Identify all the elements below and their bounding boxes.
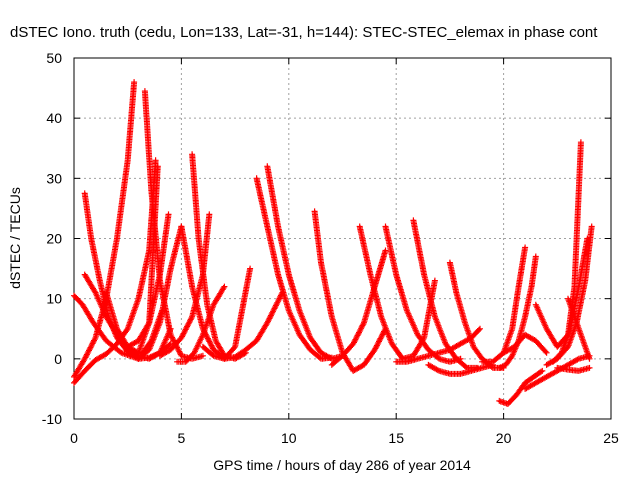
- data-point: [588, 223, 595, 230]
- data-series: [554, 364, 593, 374]
- data-series: [550, 235, 591, 365]
- data-point: [574, 356, 581, 363]
- data-series: [500, 331, 550, 356]
- data-point: [538, 368, 544, 375]
- data-point: [152, 157, 159, 164]
- data-point: [584, 235, 591, 242]
- x-tick-label: 5: [178, 430, 186, 446]
- data-point: [462, 363, 469, 370]
- y-tick-label: 50: [46, 50, 62, 66]
- y-tick-label: 10: [46, 291, 62, 307]
- data-point: [532, 253, 539, 260]
- data-series: [496, 253, 539, 371]
- data-markers: [71, 79, 595, 407]
- data-point: [165, 211, 172, 218]
- data-series: [393, 325, 483, 365]
- data-series: [199, 289, 286, 362]
- data-point: [477, 325, 483, 332]
- chart-title: dSTEC Iono. truth (cedu, Lon=133, Lat=-3…: [10, 24, 598, 41]
- data-point: [247, 265, 254, 272]
- data-series: [496, 367, 546, 407]
- data-series: [264, 163, 346, 362]
- data-point: [542, 348, 549, 355]
- data-series: [356, 223, 438, 362]
- data-point: [431, 277, 438, 284]
- data-point: [131, 79, 138, 86]
- data-series: [103, 289, 174, 362]
- axis-ticks: 0 5 10 15 20 25 -10 0 10 20 30 40 50: [42, 50, 619, 446]
- y-tick-label: 30: [46, 170, 62, 186]
- x-axis-label: GPS time / hours of day 286 of year 2014: [213, 457, 471, 473]
- data-point: [543, 349, 550, 356]
- data-series: [71, 157, 159, 386]
- data-series: [328, 247, 389, 368]
- data-point: [475, 326, 482, 333]
- data-point: [221, 283, 228, 290]
- y-tick-label: 40: [46, 110, 62, 126]
- y-tick-label: 0: [54, 351, 62, 367]
- data-point: [586, 364, 593, 371]
- data-point: [316, 354, 323, 361]
- y-axis-label: dSTEC / TECUs: [7, 187, 23, 289]
- data-point: [199, 352, 206, 359]
- x-tick-label: 15: [388, 430, 404, 446]
- data-series: [189, 151, 249, 362]
- x-tick-label: 10: [281, 430, 297, 446]
- data-point: [522, 244, 529, 251]
- data-point: [166, 341, 173, 348]
- y-tick-label: -10: [42, 411, 62, 427]
- data-series: [174, 283, 228, 365]
- data-point: [167, 325, 174, 332]
- data-point: [577, 139, 584, 146]
- x-tick-label: 25: [603, 430, 619, 446]
- data-series: [425, 361, 496, 377]
- data-series: [446, 259, 507, 371]
- y-tick-label: 20: [46, 231, 62, 247]
- x-tick-label: 0: [70, 430, 78, 446]
- data-point: [586, 355, 593, 362]
- data-point: [206, 211, 213, 218]
- data-series: [253, 175, 335, 362]
- data-series: [565, 295, 593, 362]
- data-point: [382, 247, 389, 254]
- data-series: [124, 211, 172, 350]
- data-point: [539, 367, 546, 374]
- x-tick-label: 20: [496, 430, 512, 446]
- data-point: [279, 289, 286, 296]
